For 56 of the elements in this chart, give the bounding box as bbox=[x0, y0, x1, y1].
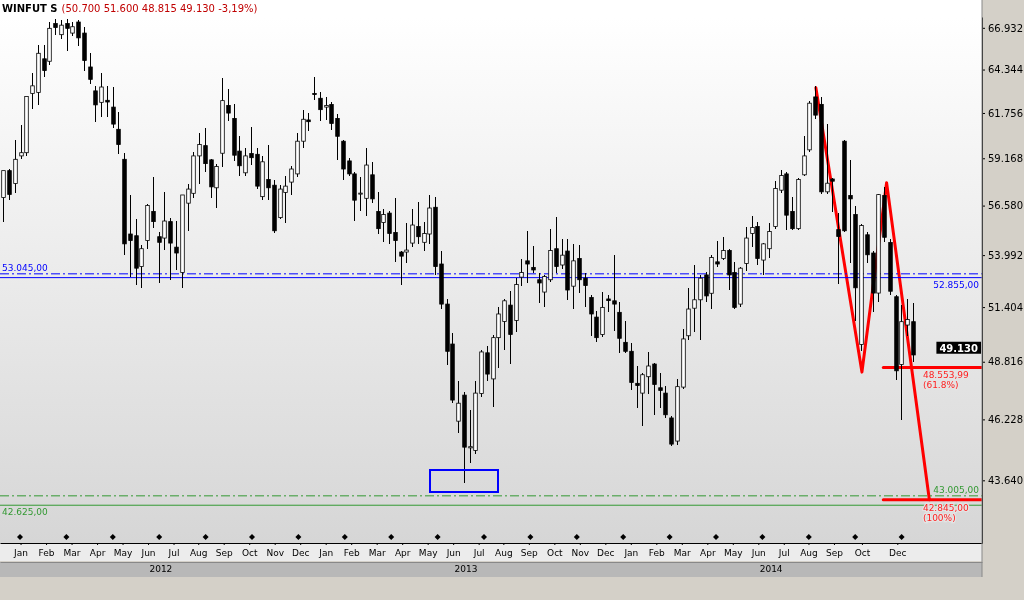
x-tick-label: Jun bbox=[750, 548, 766, 559]
y-tick-label: 46.228 bbox=[988, 414, 1023, 426]
x-tick-label: Aug bbox=[495, 548, 513, 559]
x-tick-label: Sep bbox=[215, 548, 233, 559]
x-tick-label: Jan bbox=[318, 548, 334, 559]
x-tick-label: Sep bbox=[825, 548, 844, 559]
y-tick-label: 43.640 bbox=[988, 475, 1023, 487]
x-tick-label: Mar bbox=[368, 548, 386, 559]
x-tick-label: Apr bbox=[394, 548, 411, 559]
x-tick-label: Aug bbox=[800, 548, 818, 559]
x-tick-label: May bbox=[723, 548, 744, 559]
x-tick-label: Mar bbox=[63, 548, 81, 559]
x-tick-label: Aug bbox=[189, 548, 208, 559]
y-tick-label: 56.580 bbox=[988, 200, 1023, 212]
x-tick-label: Feb bbox=[343, 548, 360, 559]
x2-tick-label: 2013 bbox=[454, 564, 478, 575]
x-tick-label: Dec bbox=[291, 548, 310, 559]
x-tick-label: May bbox=[113, 548, 134, 559]
annotation: 48.553,99 (61.8%) bbox=[922, 370, 969, 391]
ref-line-label: 42.625,00 bbox=[2, 507, 49, 518]
x-tick-label: Jul bbox=[777, 548, 790, 559]
y-tick-label: 51.404 bbox=[988, 301, 1023, 313]
y-tick-label: 66.932 bbox=[988, 22, 1023, 34]
y-tick-label: 61.756 bbox=[988, 107, 1023, 119]
x-tick-label: Oct bbox=[241, 548, 258, 559]
chart-subtitle: (50.700 51.600 48.815 49.130 -3,19%) bbox=[61, 3, 258, 14]
x-tick-label: Jun bbox=[445, 548, 461, 559]
y-tick-label: 53.992 bbox=[988, 249, 1023, 261]
chart-title: WINFUT S bbox=[2, 3, 58, 14]
x-tick-label: Jul bbox=[167, 548, 180, 559]
x-tick-label: May bbox=[418, 548, 439, 559]
ref-line-label: 52.855,00 bbox=[933, 279, 980, 290]
x-tick-label: Oct bbox=[854, 548, 871, 559]
x2-tick-label: 2012 bbox=[149, 564, 173, 575]
y-tick-label: 59.168 bbox=[988, 152, 1023, 164]
x2-tick-label: 2014 bbox=[759, 564, 783, 575]
x-tick-label: Jun bbox=[140, 548, 156, 559]
x-tick-label: Jan bbox=[623, 548, 639, 559]
x-tick-label: Apr bbox=[89, 548, 106, 559]
x-tick-label: Jul bbox=[472, 548, 485, 559]
x-tick-label: Feb bbox=[648, 548, 666, 559]
x-tick-label: Jan bbox=[13, 548, 28, 559]
x-tick-label: Dec bbox=[889, 548, 907, 559]
x-tick-label: Dec bbox=[597, 548, 615, 559]
x-tick-label: Nov bbox=[571, 548, 590, 559]
x-tick-label: Feb bbox=[38, 548, 55, 559]
x-tick-label: Apr bbox=[700, 548, 716, 559]
x-tick-label: Oct bbox=[547, 548, 564, 559]
x-tick-label: Nov bbox=[266, 548, 285, 559]
x-tick-label: Mar bbox=[673, 548, 692, 559]
y-tick-label: 64.344 bbox=[988, 64, 1023, 76]
ref-line-label: 43.005,00 bbox=[933, 484, 980, 495]
annotation: 49.130 bbox=[939, 342, 979, 354]
x-tick-label: Sep bbox=[520, 548, 539, 559]
ref-line-label: 53.045,00 bbox=[2, 262, 49, 273]
y-tick-label: 48.816 bbox=[988, 356, 1023, 368]
